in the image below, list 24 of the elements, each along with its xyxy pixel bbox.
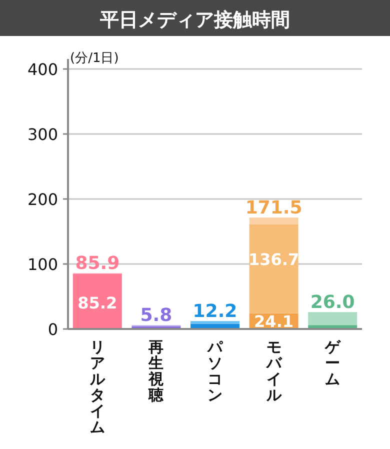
x-tick-label: パソコン: [206, 338, 224, 404]
y-tick-label: 300: [27, 125, 58, 144]
x-tick-label: ゲーム: [324, 338, 342, 388]
total-label: 85.9: [75, 253, 120, 274]
total-label: 171.5: [245, 198, 302, 219]
x-tick-label: モバイル: [265, 338, 282, 404]
data-label: 136.7: [248, 250, 300, 269]
y-tick-label: 200: [27, 190, 58, 209]
y-tick-label: 0: [48, 320, 58, 339]
bar: [249, 224, 298, 314]
x-tick-label: 再生視聴: [148, 338, 165, 404]
y-axis-title: (分/1日): [70, 51, 119, 66]
data-label: 85.2: [78, 293, 118, 312]
total-label: 26.0: [310, 292, 355, 314]
y-tick-label: 100: [27, 255, 58, 274]
total-label: 5.8: [140, 305, 172, 326]
y-tick-label: 400: [27, 60, 58, 79]
x-tick-label: リアルタイム: [88, 338, 106, 436]
bar: [190, 321, 240, 324]
chart-title: 平日メディア接触時間: [99, 9, 290, 31]
data-label: 24.1: [254, 312, 294, 331]
bar: [249, 218, 298, 224]
bar: [308, 312, 358, 326]
total-label: 12.2: [192, 301, 238, 322]
